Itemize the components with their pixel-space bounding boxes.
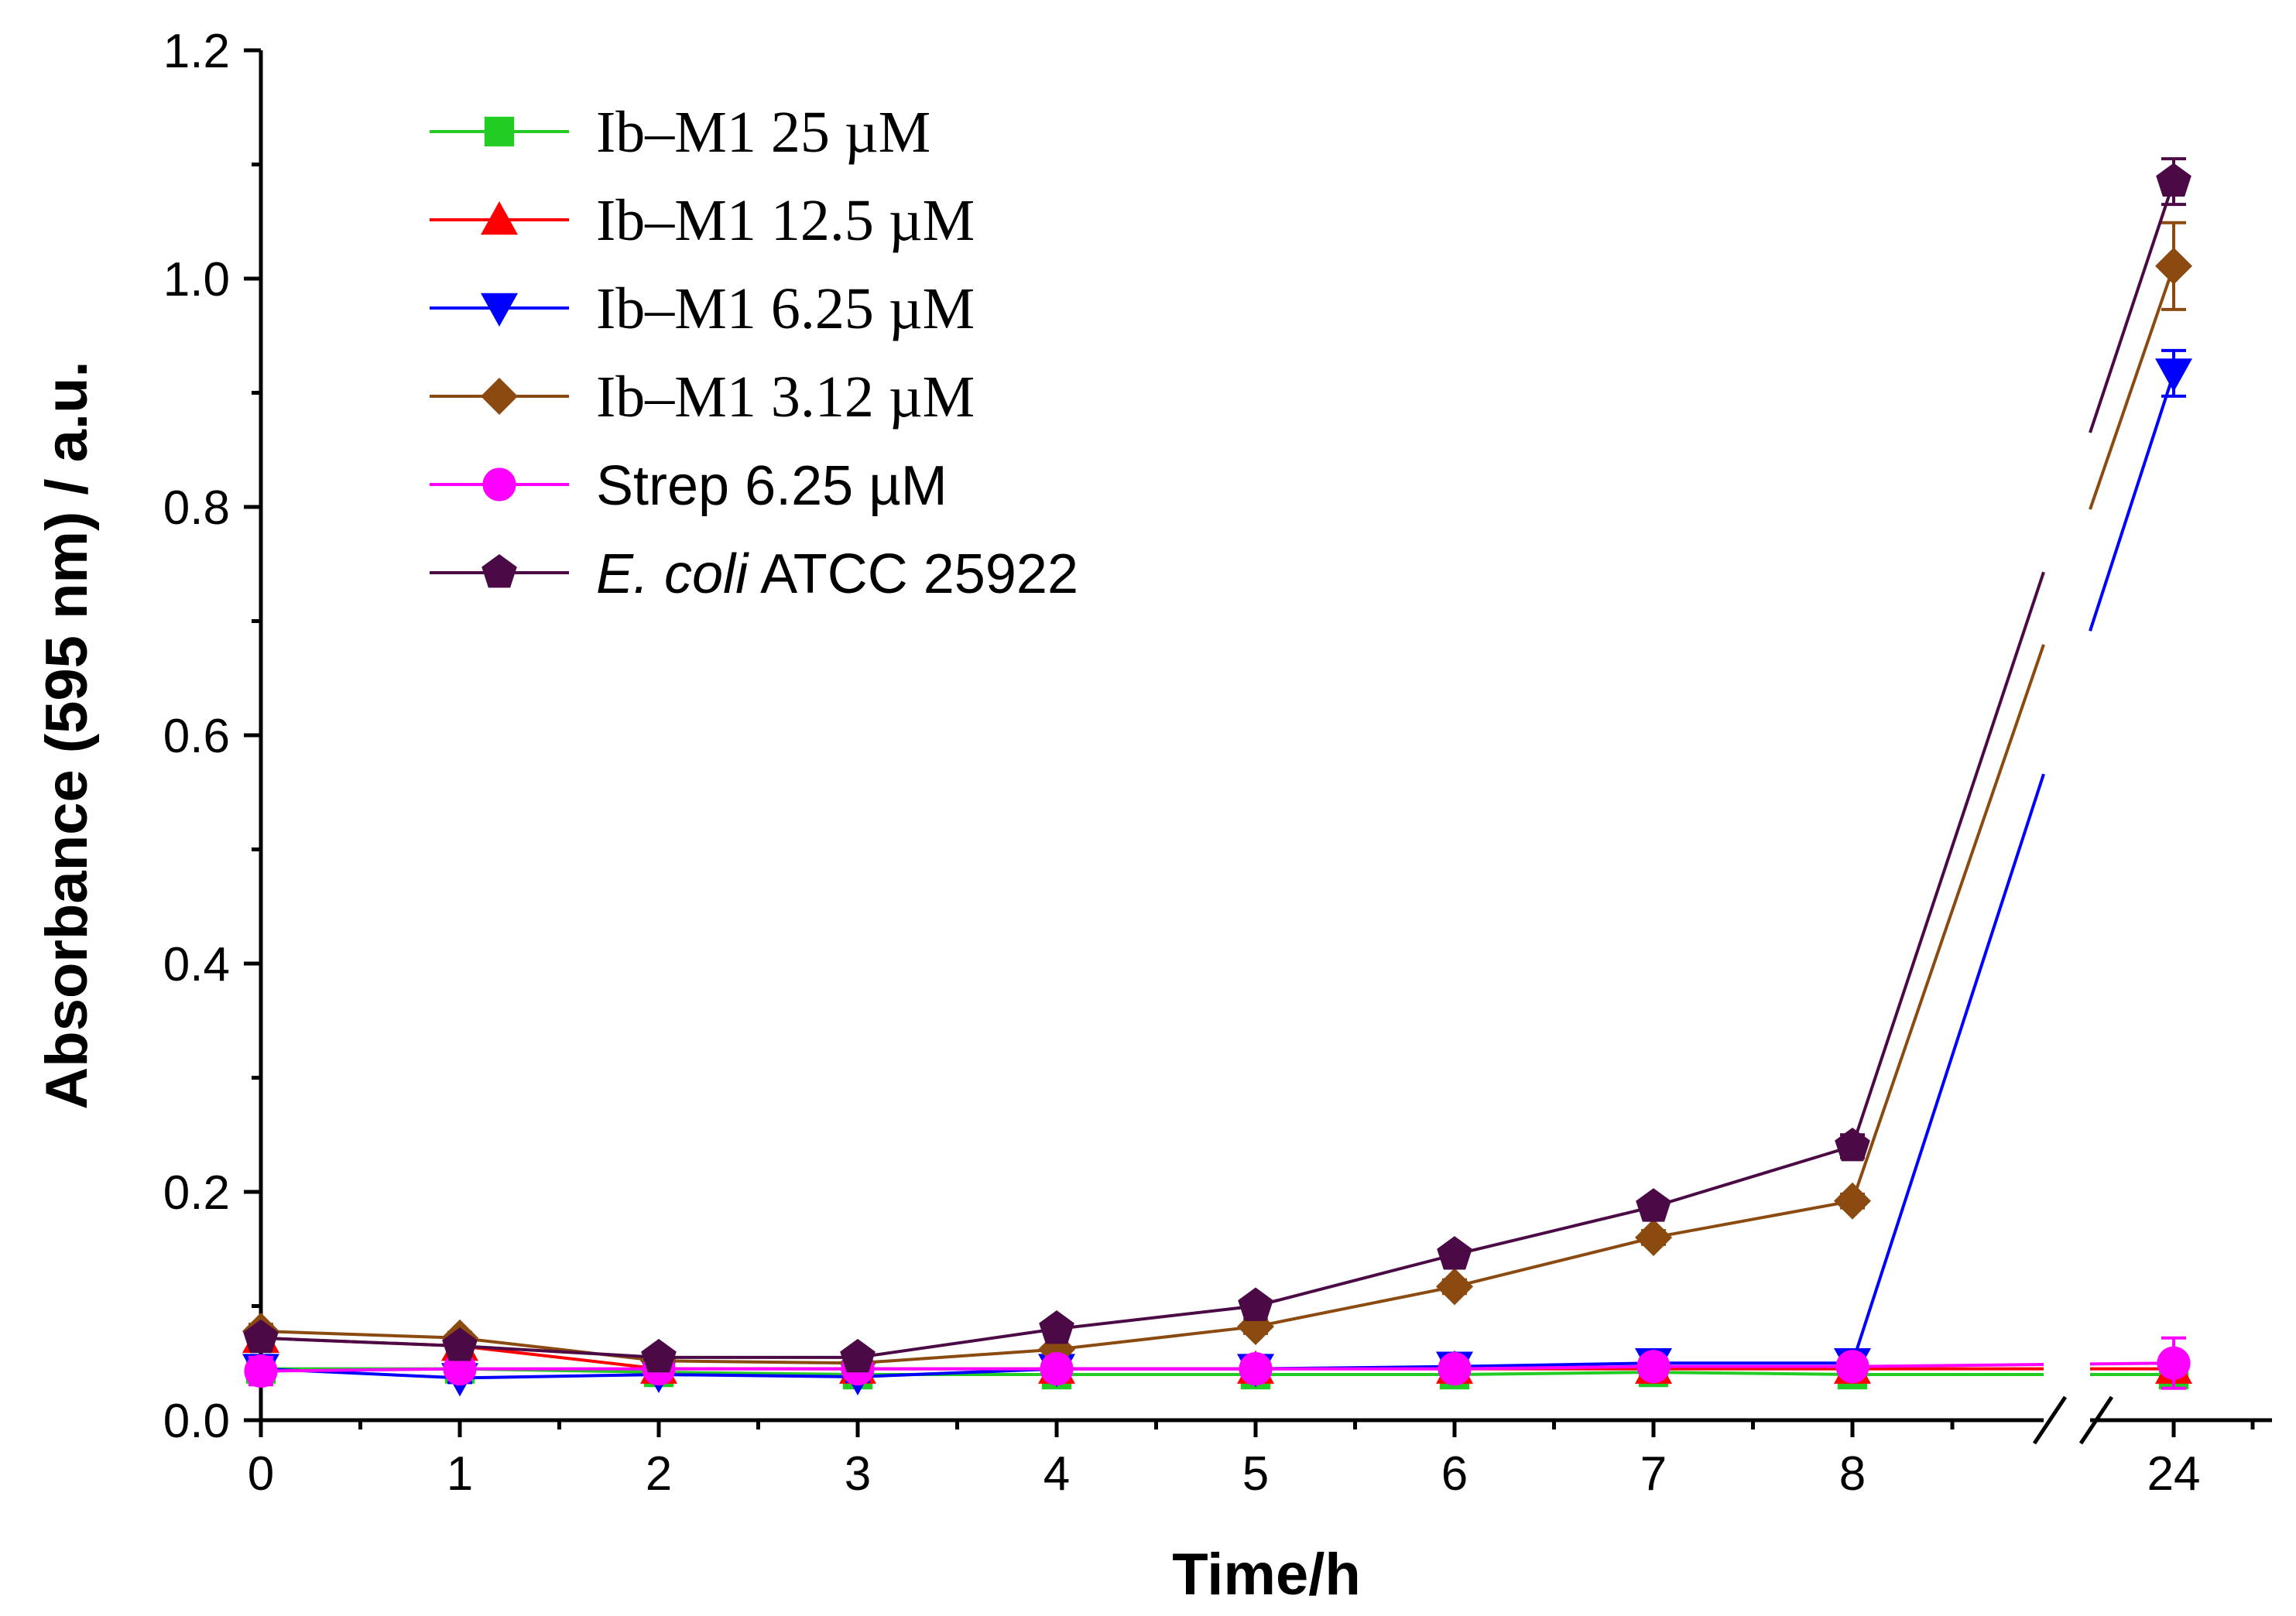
legend-marker [482, 467, 516, 502]
data-point [1635, 1219, 1672, 1256]
series-1 [245, 1354, 2189, 1390]
data-point [1438, 1352, 1472, 1386]
legend-item: Ib–M1 12.5 µM [430, 188, 975, 253]
legend-item: Strep 6.25 µM [430, 455, 948, 517]
y-tick-label: 1.0 [163, 253, 230, 306]
legend-label: Ib–M1 6.25 µM [596, 276, 975, 341]
data-point [1436, 1268, 1473, 1306]
data-point [2156, 163, 2191, 197]
data-point [442, 1327, 478, 1361]
series-line-to-break [1852, 1363, 2044, 1368]
data-point [244, 1354, 278, 1388]
x-tick-label: 4 [1043, 1447, 1070, 1501]
y-tick-label: 0.8 [163, 481, 230, 535]
legend-label: Strep 6.25 µM [596, 455, 948, 517]
y-tick-label: 0.2 [163, 1166, 230, 1220]
legend-label: Ib–M1 25 µM [596, 100, 930, 165]
data-point [1835, 1350, 1869, 1384]
data-point [1636, 1188, 1671, 1222]
axis-break-mark [2032, 1395, 2068, 1445]
series-layer [242, 157, 2192, 1397]
data-point [2155, 358, 2192, 392]
tick-labels: 0.0 0.2 0.4 0.6 0.8 1.0 1.2 0 1 2 3 4 5 6 7 8 24 [163, 25, 2201, 1501]
y-tick-label: 1.2 [163, 25, 230, 78]
y-axis-title: Absorbance (595 nm) / a.u. [34, 361, 100, 1109]
series-line-after-break [2089, 265, 2175, 510]
data-point [1238, 1287, 1273, 1321]
legend-item: Ib–M1 3.12 µM [430, 365, 975, 430]
legend-label: Ib–M1 3.12 µM [596, 365, 975, 430]
y-tick-label: 0.6 [163, 710, 230, 763]
x-axis-title: Time/h [1172, 1542, 1361, 1607]
legend-marker [481, 201, 518, 235]
y-tick-label: 0.0 [163, 1395, 230, 1448]
y-tick-label: 0.4 [163, 938, 230, 991]
series-6 [243, 157, 2191, 1373]
axes [259, 50, 2272, 1445]
x-tick-label: 24 [2147, 1447, 2201, 1501]
legend-label: Ib–M1 12.5 µM [596, 188, 975, 253]
legend-item: E. coli ATCC 25922 [430, 543, 1078, 605]
data-point [2157, 1346, 2191, 1380]
tick-marks [244, 48, 2255, 1437]
series-line-after-break [2089, 180, 2175, 433]
series-line-after-break [2089, 372, 2175, 632]
series-line-to-break [1851, 773, 2045, 1364]
legend: Ib–M1 25 µM Ib–M1 12.5 µM Ib–M1 6.25 µM Ib–… [430, 100, 1078, 605]
data-point [1239, 1352, 1273, 1386]
axis-break-mark [2078, 1395, 2114, 1445]
data-point [1039, 1310, 1074, 1344]
data-point [641, 1338, 677, 1373]
series-line-to-break [1851, 571, 2045, 1147]
x-tick-label: 3 [845, 1447, 871, 1501]
data-point [2155, 247, 2192, 285]
x-tick-label: 8 [1839, 1447, 1866, 1501]
legend-marker [484, 116, 515, 147]
legend-item: Ib–M1 6.25 µM [430, 276, 975, 341]
x-tick-label: 2 [646, 1447, 672, 1501]
data-point [243, 1319, 279, 1354]
data-point [1040, 1352, 1074, 1386]
legend-marker [481, 293, 518, 327]
data-point [840, 1338, 876, 1373]
data-point [1835, 1128, 1870, 1162]
data-point [1437, 1236, 1472, 1270]
x-tick-label: 5 [1242, 1447, 1269, 1501]
legend-label: E. coli ATCC 25922 [596, 543, 1078, 605]
x-tick-label: 6 [1441, 1447, 1468, 1501]
x-tick-label: 0 [248, 1447, 274, 1501]
legend-marker [481, 378, 518, 415]
legend-item: Ib–M1 25 µM [430, 100, 930, 165]
series-3 [242, 348, 2192, 1397]
series-line-to-break [1851, 644, 2045, 1202]
data-point [1834, 1182, 1871, 1220]
data-point [1636, 1350, 1671, 1384]
legend-marker [481, 554, 517, 588]
x-tick-label: 7 [1640, 1447, 1667, 1501]
x-tick-label: 1 [447, 1447, 473, 1501]
